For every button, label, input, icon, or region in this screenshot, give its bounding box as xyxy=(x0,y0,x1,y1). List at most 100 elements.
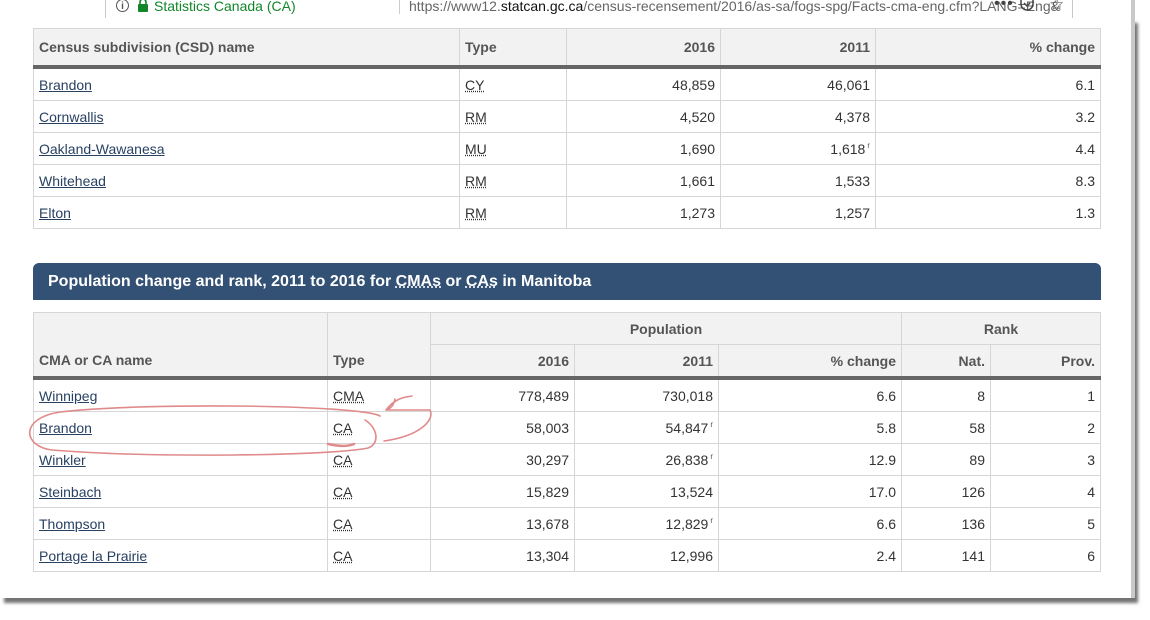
nat-value: 8 xyxy=(977,387,985,404)
name-cell: Portage la Prairie xyxy=(33,539,328,572)
change-cell: 4.4 xyxy=(875,132,1101,165)
type-abbr[interactable]: CA xyxy=(333,515,353,532)
pop2016-cell: 1,273 xyxy=(566,196,721,229)
caption-mid: or xyxy=(441,273,466,290)
prov-value: 3 xyxy=(1087,451,1095,468)
type-cell: CY xyxy=(459,66,567,101)
pop2016-cell: 13,678 xyxy=(430,507,575,540)
change-value: 2.4 xyxy=(876,547,896,564)
type-abbr[interactable]: CA xyxy=(333,419,353,436)
type-abbr[interactable]: CY xyxy=(465,76,485,93)
prov-cell: 1 xyxy=(990,377,1101,412)
table-row: Steinbach CA 15,829 13,524 17.0 126 4 xyxy=(33,475,1101,508)
pop2016-value: 58,003 xyxy=(526,419,569,436)
cma-table: CMA or CA name Type Population Rank 2016… xyxy=(33,312,1101,572)
pop2011-value: 1,257 xyxy=(834,204,870,221)
revised-footnote-marker[interactable]: r xyxy=(867,140,870,150)
pop2016-cell: 58,003 xyxy=(430,411,575,444)
pop2016-value: 13,678 xyxy=(526,515,569,532)
type-abbr[interactable]: CA xyxy=(333,483,353,500)
change-cell: 12.9 xyxy=(718,443,902,476)
change-cell: 8.3 xyxy=(875,164,1101,197)
place-link[interactable]: Oakland-Wawanesa xyxy=(39,140,165,157)
place-link[interactable]: Steinbach xyxy=(39,483,102,500)
pop2011-cell: 46,061 xyxy=(720,66,876,101)
nat-cell: 8 xyxy=(901,377,991,412)
pop2011-cell: 1,257 xyxy=(720,196,876,229)
type-abbr[interactable]: RM xyxy=(465,108,487,125)
more-icon[interactable]: ••• xyxy=(994,0,1014,12)
url-domain: statcan.gc.ca xyxy=(500,0,584,14)
revised-footnote-marker[interactable]: r xyxy=(710,515,713,525)
place-link[interactable]: Brandon xyxy=(39,76,92,93)
group-population: Population xyxy=(430,312,902,345)
lock-icon xyxy=(138,0,148,12)
col-csd-name: Census subdivision (CSD) name xyxy=(33,28,460,68)
pop2011-cell: 1,533 xyxy=(720,164,876,197)
prov-cell: 2 xyxy=(990,411,1101,444)
address-bar[interactable]: i Statistics Canada (CA) https://www12.s… xyxy=(105,0,1073,20)
pop2016-value: 1,273 xyxy=(679,204,715,221)
table-row: Elton RM 1,273 1,257 1.3 xyxy=(33,196,1101,229)
pop2016-cell: 778,489 xyxy=(430,377,575,412)
place-link[interactable]: Portage la Prairie xyxy=(39,547,148,564)
type-abbr[interactable]: RM xyxy=(465,172,487,189)
csd-table-body: Brandon CY 48,859 46,061 6.1 Cornwallis RM 4,52… xyxy=(33,66,1101,229)
revised-footnote-marker[interactable]: r xyxy=(710,451,713,461)
pop2011-cell: 13,524 xyxy=(574,475,719,508)
pocket-icon[interactable] xyxy=(1020,0,1034,12)
change-value: 17.0 xyxy=(868,483,896,500)
caption-start: Population change and rank, 2011 to 2016… xyxy=(48,273,396,290)
place-link[interactable]: Whitehead xyxy=(39,172,106,189)
table-row: Brandon CA 58,003 54,847 r 5.8 58 2 xyxy=(33,411,1101,444)
pop2011-cell: 4,378 xyxy=(720,100,876,133)
change-cell: 3.2 xyxy=(875,100,1101,133)
name-cell: Elton xyxy=(33,196,460,229)
type-abbr[interactable]: MU xyxy=(465,140,487,157)
place-link[interactable]: Elton xyxy=(39,204,71,221)
place-link[interactable]: Winkler xyxy=(39,451,86,468)
nat-value: 136 xyxy=(961,515,985,532)
prov-value: 1 xyxy=(1087,387,1095,404)
revised-footnote-marker[interactable]: r xyxy=(710,419,713,429)
caption-abbr-cas[interactable]: CAs xyxy=(465,273,498,290)
pop2016-cell: 30,297 xyxy=(430,443,575,476)
name-cell: Thompson xyxy=(33,507,328,540)
cma-table-body: Winnipeg CMA 778,489 730,018 6.6 8 1 Brandon CA 5… xyxy=(33,377,1101,572)
pop2011-value: 1,533 xyxy=(834,172,870,189)
url-text[interactable]: https://www12.statcan.gc.ca/census-recen… xyxy=(409,0,1061,17)
star-icon[interactable]: ☆ xyxy=(1049,0,1065,14)
type-cell: CA xyxy=(327,507,431,540)
table-row: Thompson CA 13,678 12,829 r 6.6 136 5 xyxy=(33,507,1101,540)
type-abbr[interactable]: CMA xyxy=(333,387,365,404)
table-row: Oakland-Wawanesa MU 1,690 1,618 r 4.4 xyxy=(33,132,1101,165)
col-2016: 2016 xyxy=(566,28,721,68)
type-abbr[interactable]: RM xyxy=(465,204,487,221)
place-link[interactable]: Brandon xyxy=(39,419,92,436)
change-cell: 5.8 xyxy=(718,411,902,444)
type-cell: CA xyxy=(327,443,431,476)
pop2011-value: 12,829 xyxy=(665,515,709,532)
caption-abbr-cmas[interactable]: CMAs xyxy=(395,273,441,290)
prov-value: 2 xyxy=(1087,419,1095,436)
pop2016-value: 1,661 xyxy=(679,172,715,189)
prov-value: 6 xyxy=(1087,547,1095,564)
place-link[interactable]: Thompson xyxy=(39,515,106,532)
nat-cell: 89 xyxy=(901,443,991,476)
change-cell: 6.1 xyxy=(875,66,1101,101)
place-link[interactable]: Cornwallis xyxy=(39,108,104,125)
change-cell: 1.3 xyxy=(875,196,1101,229)
place-link[interactable]: Winnipeg xyxy=(39,387,98,404)
pop2016-cell: 4,520 xyxy=(566,100,721,133)
site-identity[interactable]: Statistics Canada (CA) xyxy=(154,0,296,14)
change-value: 6.6 xyxy=(876,387,896,404)
type-cell: RM xyxy=(459,100,567,133)
change-value: 6.6 xyxy=(876,515,896,532)
col-type: Type xyxy=(327,312,431,379)
table-row: Brandon CY 48,859 46,061 6.1 xyxy=(33,66,1101,101)
change-value: 6.1 xyxy=(1075,76,1095,93)
type-abbr[interactable]: CA xyxy=(333,547,353,564)
info-icon[interactable]: i xyxy=(116,0,129,12)
pop2011-value: 12,996 xyxy=(670,547,713,564)
type-abbr[interactable]: CA xyxy=(333,451,353,468)
